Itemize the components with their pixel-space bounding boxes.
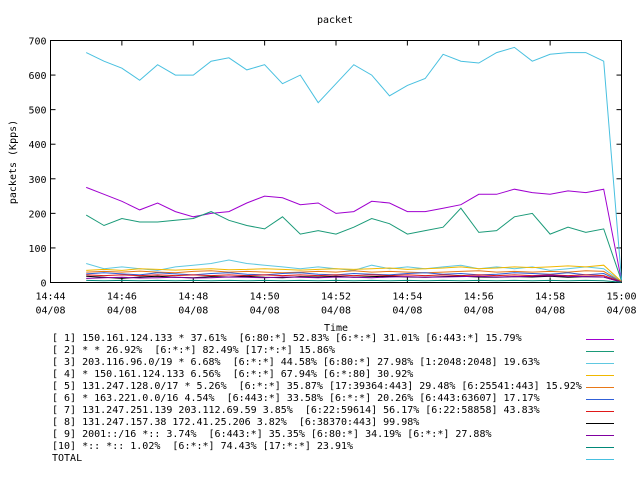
y-tick-label: 300: [28, 175, 46, 186]
x-tick-date-label: 04/08: [107, 306, 137, 317]
series-line-6: [86, 272, 622, 283]
x-tick-time-label: 14:44: [35, 292, 65, 303]
y-tick-label: 200: [28, 209, 46, 220]
y-tick-label: 100: [28, 244, 46, 255]
x-tick-time-label: 14:50: [250, 292, 280, 303]
x-tick-date-label: 04/08: [535, 306, 565, 317]
x-tick-time-label: 15:00: [606, 292, 636, 303]
x-axis-ticks: 14:44 04/08 14:46 04/08 14:48 04/08 14:50 04/08…: [35, 40, 637, 317]
series-line-1: [86, 186, 622, 281]
x-tick-time-label: 14:54: [392, 292, 422, 303]
series-line-5: [86, 270, 622, 283]
x-tick-time-label: 14:48: [178, 292, 208, 303]
x-tick-date-label: 04/08: [250, 306, 280, 317]
series-lines: [85, 46, 622, 283]
y-tick-label: 400: [28, 140, 46, 151]
series-line-2: [85, 207, 622, 281]
x-tick-date-label: 04/08: [321, 306, 351, 317]
chart-title: packet: [317, 15, 353, 26]
x-axis-label: Time: [324, 323, 348, 334]
series-line-7: [86, 274, 622, 283]
x-tick-date-label: 04/08: [464, 306, 494, 317]
y-tick-label: 600: [28, 71, 46, 82]
y-axis-label: packets (Kpps): [8, 120, 19, 204]
x-tick-time-label: 14:58: [535, 292, 565, 303]
y-tick-label: 0: [40, 279, 46, 290]
plot-frame: [50, 40, 622, 283]
series-line-11: [85, 46, 622, 280]
series-line-10: [86, 279, 622, 283]
x-tick-date-label: 04/08: [178, 306, 208, 317]
series-line-9: [86, 275, 622, 283]
x-tick-date-label: 04/08: [392, 306, 422, 317]
y-axis-ticks: 0 100 200 300 400 500 600 700: [28, 37, 622, 290]
x-tick-time-label: 14:56: [464, 292, 494, 303]
y-tick-label: 700: [28, 37, 46, 48]
x-tick-time-label: 14:46: [107, 292, 137, 303]
x-tick-time-label: 14:52: [321, 292, 351, 303]
y-tick-label: 500: [28, 106, 46, 117]
x-tick-date-label: 04/08: [35, 306, 65, 317]
x-tick-date-label: 04/08: [606, 306, 636, 317]
series-line-4: [86, 264, 622, 282]
